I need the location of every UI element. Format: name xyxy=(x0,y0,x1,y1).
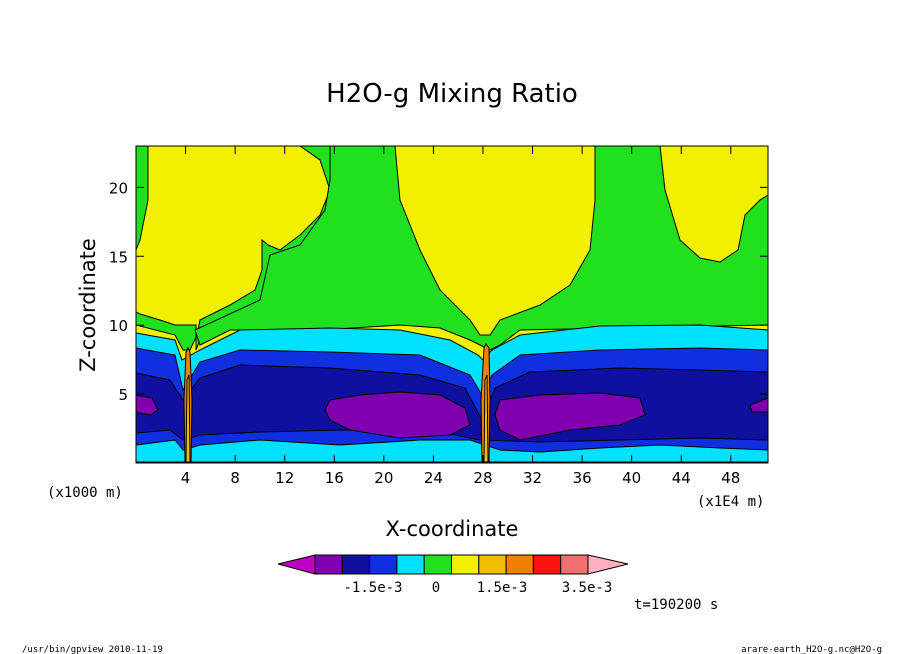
y-tick-label: 15 xyxy=(109,248,128,266)
colorbar-label: -1.5e-3 xyxy=(343,580,402,596)
x-tick-label: 32 xyxy=(523,469,542,487)
footer-right: arare-earth_H2O-g.nc@H2O-g xyxy=(741,645,882,654)
colorbar-swatch xyxy=(369,554,398,575)
x-tick-label: 44 xyxy=(672,469,691,487)
colorbar-legend: -1.5e-3 0 1.5e-3 3.5e-3 xyxy=(277,554,629,596)
y-scale-note: (x1000 m) xyxy=(47,485,123,501)
x-tick-label: 48 xyxy=(721,469,740,487)
footer-left: /usr/bin/gpview 2010-11-19 xyxy=(22,645,163,654)
colorbar-swatch xyxy=(505,554,534,575)
x-tick-label: 20 xyxy=(374,469,393,487)
time-label: t=190200 s xyxy=(634,597,718,613)
y-axis-label: Z-coordinate xyxy=(76,238,100,372)
colorbar-swatch xyxy=(451,554,480,575)
x-tick-label: 28 xyxy=(473,469,492,487)
colorbar-label: 3.5e-3 xyxy=(562,580,613,596)
y-tick-label: 20 xyxy=(109,179,128,197)
plume-2-core xyxy=(483,374,489,463)
x-tick-label: 16 xyxy=(325,469,344,487)
colorbar-label: 1.5e-3 xyxy=(477,580,528,596)
plot-area xyxy=(135,145,769,464)
y-tick-label: 5 xyxy=(118,386,128,404)
plume-1-core xyxy=(185,374,191,463)
x-scale-note: (x1E4 m) xyxy=(697,494,764,510)
colorbar-arrow-right xyxy=(587,554,629,575)
green-region-2 xyxy=(194,145,769,351)
colorbar-swatch xyxy=(532,554,562,575)
colorbar-swatch xyxy=(478,554,507,575)
x-tick-label: 4 xyxy=(181,469,191,487)
x-tick-label: 12 xyxy=(275,469,294,487)
colorbar-swatch xyxy=(423,554,453,575)
purple-core-2 xyxy=(494,392,646,441)
x-tick-label: 40 xyxy=(622,469,641,487)
x-tick-label: 8 xyxy=(230,469,240,487)
colorbar-swatch xyxy=(396,554,425,575)
colorbar-swatch xyxy=(560,554,589,575)
colorbar-swatch xyxy=(341,554,371,575)
y-tick-label: 10 xyxy=(109,317,128,335)
colorbar-label: 0 xyxy=(432,580,440,596)
purple-core-1 xyxy=(324,391,471,439)
colorbar-swatch xyxy=(314,554,343,575)
x-tick-label: 24 xyxy=(424,469,443,487)
plot-frame xyxy=(135,145,769,464)
x-axis-label: X-coordinate xyxy=(386,517,519,541)
x-tick-label: 36 xyxy=(573,469,592,487)
chart-title: H2O-g Mixing Ratio xyxy=(326,79,578,109)
colorbar-arrow-left xyxy=(277,554,316,575)
